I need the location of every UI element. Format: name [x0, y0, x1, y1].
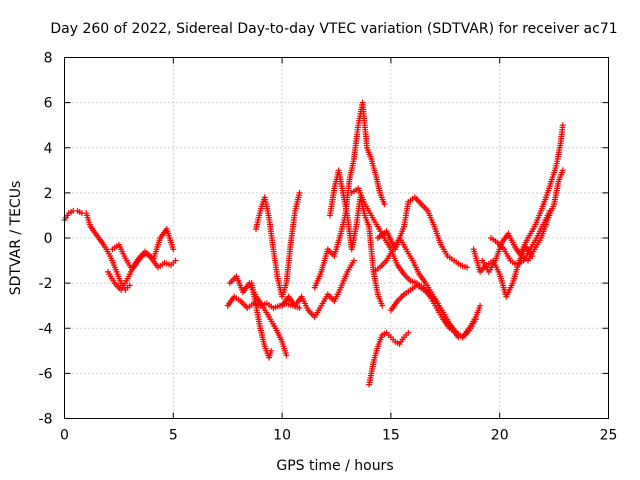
data-point [559, 122, 566, 129]
data-layer [61, 99, 566, 388]
y-tick-label: -6 [39, 366, 53, 382]
y-tick-label: 4 [44, 141, 53, 157]
data-point [546, 207, 553, 214]
y-tick-label: -2 [39, 276, 53, 292]
y-tick-label: -4 [39, 321, 53, 337]
data-point [296, 304, 303, 311]
data-point [268, 347, 275, 354]
x-tick-label: 0 [60, 428, 69, 444]
data-point [381, 201, 388, 208]
data-point [379, 302, 386, 309]
data-point [126, 282, 133, 289]
data-point [464, 264, 471, 271]
y-tick-label: 2 [44, 186, 53, 202]
x-tick-label: 25 [600, 428, 618, 444]
y-tick-label: 8 [44, 51, 53, 67]
x-tick-label: 5 [169, 428, 178, 444]
y-tick-label: 6 [44, 96, 53, 112]
y-tick-label: -8 [39, 412, 53, 428]
y-axis-label: SDTVAR / TECUs [8, 181, 24, 296]
data-point [172, 257, 179, 264]
x-tick-label: 15 [382, 428, 400, 444]
data-point [477, 302, 484, 309]
x-tick-label: 20 [491, 428, 509, 444]
data-point [350, 257, 357, 264]
data-point [170, 246, 177, 253]
x-axis-label: GPS time / hours [276, 458, 393, 474]
y-tick-label: 0 [44, 231, 53, 247]
chart-title: Day 260 of 2022, Sidereal Day-to-day VTE… [50, 21, 617, 37]
data-point [559, 167, 566, 174]
data-point [405, 329, 412, 336]
data-point [296, 189, 303, 196]
x-tick-label: 10 [273, 428, 291, 444]
data-point [283, 352, 290, 359]
